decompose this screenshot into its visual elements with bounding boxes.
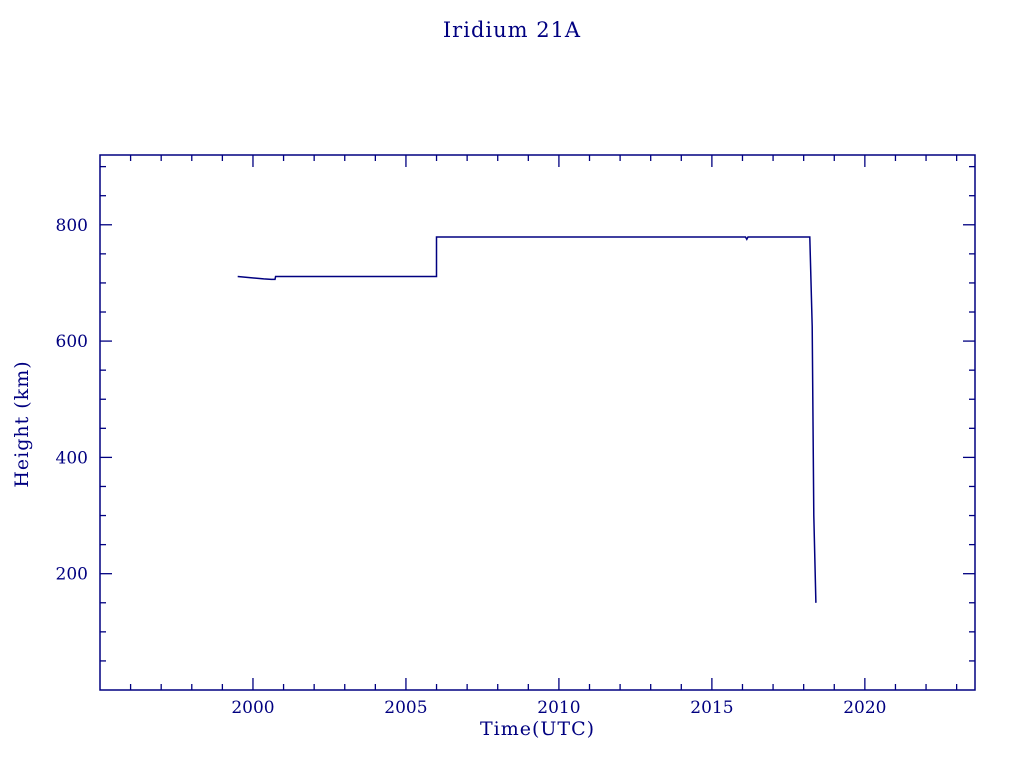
x-tick-label: 2005 bbox=[384, 698, 427, 718]
plot-border bbox=[99, 154, 976, 691]
y-tick-label: 800 bbox=[56, 216, 88, 236]
x-tick-label: 2020 bbox=[843, 698, 886, 718]
y-tick-label: 600 bbox=[56, 332, 88, 352]
y-tick-label: 200 bbox=[56, 565, 88, 585]
data-line bbox=[237, 236, 817, 603]
chart-title: Iridium 21A bbox=[442, 18, 582, 42]
x-tick-label: 2010 bbox=[537, 698, 580, 718]
y-tick-label: 400 bbox=[56, 448, 88, 468]
x-axis-label: Time(UTC) bbox=[479, 718, 596, 740]
x-tick-label: 2015 bbox=[690, 698, 733, 718]
x-tick-label: 2000 bbox=[231, 698, 274, 718]
